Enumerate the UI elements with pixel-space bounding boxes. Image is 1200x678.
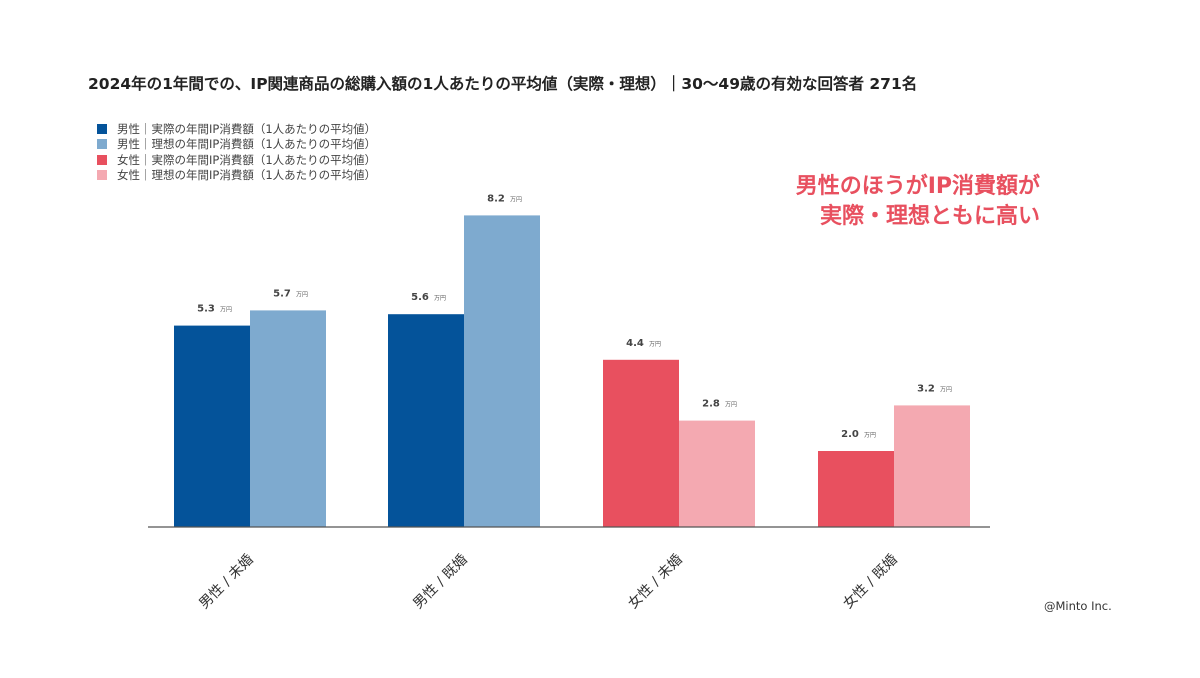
data-label-unit: 万円 xyxy=(510,196,522,203)
data-label: 2.8 xyxy=(702,399,720,410)
data-label-unit: 万円 xyxy=(296,291,308,298)
bar xyxy=(679,420,755,527)
legend-label: 女性｜実際の年間IP消費額（1人あたりの平均値） xyxy=(117,152,377,167)
legend-item: 男性｜理想の年間IP消費額（1人あたりの平均値） xyxy=(97,137,376,153)
data-label-unit: 万円 xyxy=(725,402,737,409)
data-label: 8.2 xyxy=(487,193,505,204)
bar xyxy=(894,405,970,527)
data-label: 3.2 xyxy=(917,383,935,394)
legend-item: 女性｜実際の年間IP消費額（1人あたりの平均値） xyxy=(97,152,376,168)
annotation-line: 男性のほうがIP消費額が xyxy=(795,174,1040,199)
legend-swatch xyxy=(97,154,107,165)
bar xyxy=(464,215,540,527)
annotation-line: 実際・理想ともに高い xyxy=(819,204,1040,229)
legend-label: 女性｜理想の年間IP消費額（1人あたりの平均値） xyxy=(117,168,377,183)
data-label-unit: 万円 xyxy=(220,307,232,314)
bar xyxy=(388,314,464,527)
legend-item: 男性｜実際の年間IP消費額（1人あたりの平均値） xyxy=(97,121,376,137)
x-tick-label: 女性 / 既婚 xyxy=(840,551,901,612)
data-label: 5.7 xyxy=(273,288,291,299)
legend-label: 男性｜理想の年間IP消費額（1人あたりの平均値） xyxy=(117,137,377,152)
legend-swatch xyxy=(97,139,107,150)
x-tick-label: 女性 / 未婚 xyxy=(625,551,686,612)
data-label: 5.3 xyxy=(197,304,215,315)
data-label-unit: 万円 xyxy=(649,341,661,348)
x-tick-label: 男性 / 未婚 xyxy=(196,552,257,613)
bar xyxy=(250,310,326,527)
data-label-unit: 万円 xyxy=(434,295,446,302)
legend-item: 女性｜理想の年間IP消費額（1人あたりの平均値） xyxy=(97,168,376,184)
credit: @Minto Inc. xyxy=(1044,599,1112,613)
bar xyxy=(603,359,679,527)
legend: 男性｜実際の年間IP消費額（1人あたりの平均値） 男性｜理想の年間IP消費額（1… xyxy=(97,121,376,183)
data-label-unit: 万円 xyxy=(940,386,952,393)
annotation: 男性のほうがIP消費額が 実際・理想ともに高い xyxy=(796,172,1040,232)
chart-title: 2024年の1年間での、IP関連商品の総購入額の1人あたりの平均値（実際・理想）… xyxy=(88,75,918,93)
bar xyxy=(818,451,894,527)
legend-swatch xyxy=(97,170,107,181)
data-label-unit: 万円 xyxy=(864,432,876,439)
data-label: 5.6 xyxy=(411,292,429,303)
legend-swatch xyxy=(97,123,107,134)
bar xyxy=(174,325,250,527)
data-label: 4.4 xyxy=(626,338,644,349)
data-label: 2.0 xyxy=(841,429,859,440)
legend-label: 男性｜実際の年間IP消費額（1人あたりの平均値） xyxy=(117,121,377,136)
x-tick-label: 男性 / 既婚 xyxy=(410,552,471,613)
